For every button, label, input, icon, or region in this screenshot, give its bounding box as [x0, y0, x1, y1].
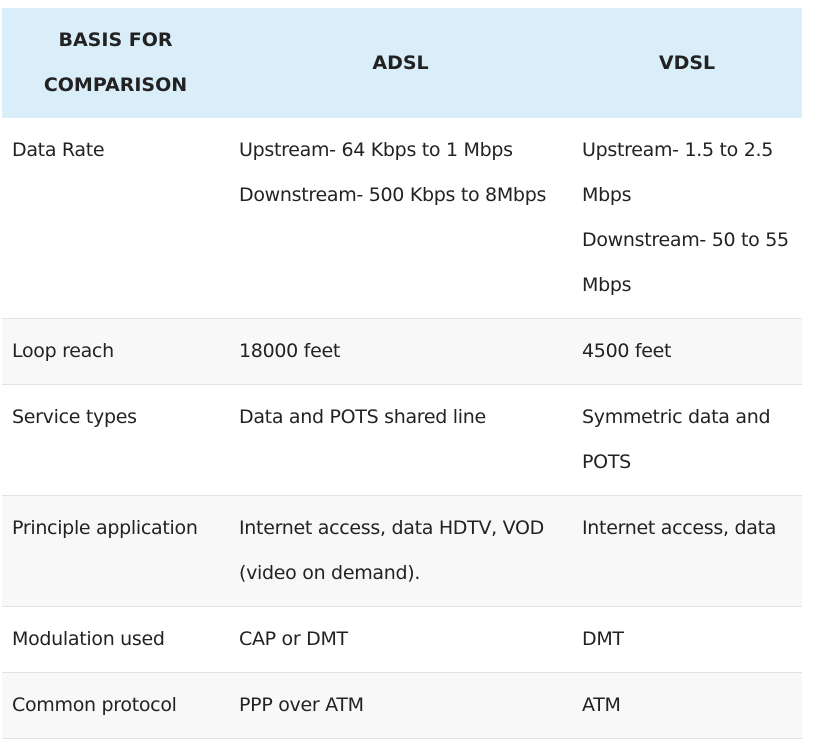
- table-row: Principle application Internet access, da…: [2, 495, 802, 607]
- row-label: Principle application: [2, 495, 229, 607]
- table-row: Loop reach 18000 feet 4500 feet: [2, 318, 802, 385]
- table-row: Service types Data and POTS shared line Sy…: [2, 384, 802, 496]
- table-cell: DMT: [572, 606, 802, 673]
- row-label: Data Rate: [2, 118, 229, 319]
- table-cell: Upstream- 1.5 to 2.5 Mbps Downstream- 50 …: [572, 118, 802, 319]
- header-cell: BASIS FOR COMPARISON: [2, 8, 229, 118]
- cell-line: Downstream- 50 to 55 Mbps: [582, 229, 789, 296]
- table-cell: Data and POTS shared line: [229, 384, 572, 496]
- cell-line: Downstream- 500 Kbps to 8Mbps: [239, 184, 547, 206]
- table-header: BASIS FOR COMPARISON ADSL VDSL: [2, 8, 802, 118]
- cell-line: Upstream- 1.5 to 2.5 Mbps: [582, 139, 774, 206]
- table-cell: ATM: [572, 672, 802, 739]
- comparison-table: BASIS FOR COMPARISON ADSL VDSL Data Rate…: [2, 8, 802, 739]
- table-cell: Internet access, data: [572, 495, 802, 607]
- table-cell: Symmetric data and POTS: [572, 384, 802, 496]
- table-body: Data Rate Upstream- 64 Kbps to 1 Mbps Down…: [2, 118, 802, 739]
- table-cell: Upstream- 64 Kbps to 1 Mbps Downstream- 5…: [229, 118, 572, 319]
- header-cell: VDSL: [572, 8, 802, 118]
- table-row: Modulation used CAP or DMT DMT: [2, 606, 802, 673]
- table-cell: Internet access, data HDTV, VOD (video o…: [229, 495, 572, 607]
- row-label: Loop reach: [2, 318, 229, 385]
- header-cell: ADSL: [229, 8, 572, 118]
- row-label: Modulation used: [2, 606, 229, 673]
- table-cell: PPP over ATM: [229, 672, 572, 739]
- table-cell: CAP or DMT: [229, 606, 572, 673]
- table-row: Common protocol PPP over ATM ATM: [2, 672, 802, 739]
- row-label: Service types: [2, 384, 229, 496]
- row-label: Common protocol: [2, 672, 229, 739]
- table-cell: 4500 feet: [572, 318, 802, 385]
- table-row: Data Rate Upstream- 64 Kbps to 1 Mbps Down…: [2, 118, 802, 319]
- cell-line: Upstream- 64 Kbps to 1 Mbps: [239, 139, 513, 161]
- table-cell: 18000 feet: [229, 318, 572, 385]
